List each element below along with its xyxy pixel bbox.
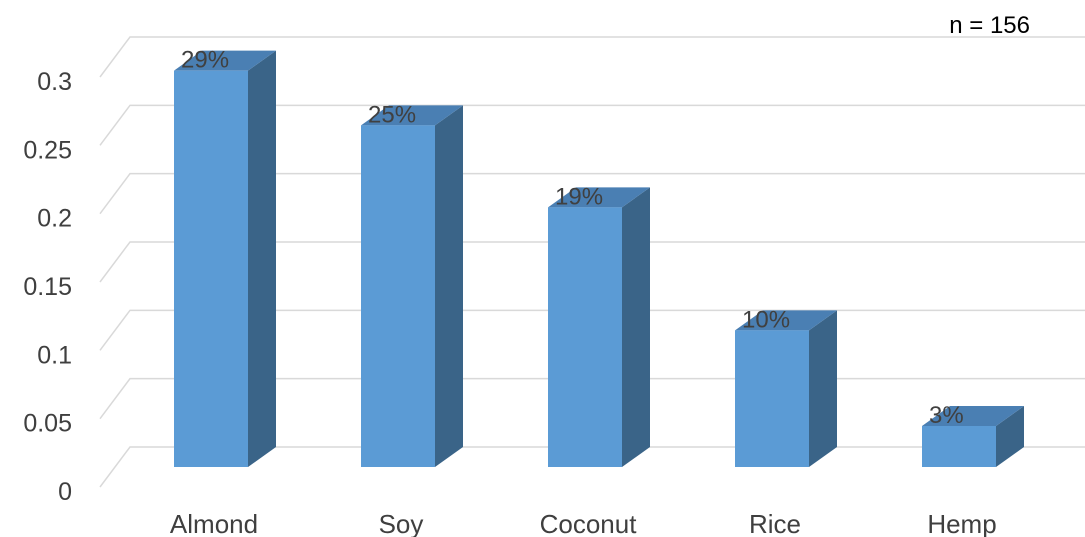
y-tick-label: 0.15 — [23, 273, 72, 301]
y-tick-label: 0.05 — [23, 410, 72, 438]
bar-front-face — [174, 70, 248, 468]
y-tick-label: 0.25 — [23, 136, 72, 164]
bar-top-face — [361, 105, 463, 126]
gridline — [99, 172, 1085, 215]
x-category-label: Soy — [379, 509, 424, 537]
bar-front-face — [735, 330, 809, 467]
bar — [174, 50, 276, 468]
data-label: 19% — [555, 183, 603, 210]
bar-front-face — [922, 426, 996, 467]
x-category-label: Rice — [749, 509, 801, 537]
bar-side-face — [435, 105, 463, 467]
bars — [174, 50, 1024, 468]
data-label: 25% — [368, 101, 416, 128]
bar — [735, 310, 837, 467]
bar-side-face — [622, 187, 650, 468]
y-tick-label: 0 — [58, 478, 72, 506]
x-category-label: Almond — [170, 509, 258, 537]
bar — [548, 187, 650, 468]
x-axis-category-labels: Almond Soy Coconut Rice Hemp — [170, 509, 997, 537]
bar-front-face — [548, 207, 622, 468]
gridlines — [99, 36, 1085, 488]
gridline — [99, 241, 1085, 283]
bar — [361, 105, 463, 467]
x-category-label: Hemp — [927, 509, 996, 537]
data-label: 3% — [929, 402, 964, 429]
bar-side-face — [996, 406, 1024, 467]
bar-top-face — [548, 187, 650, 208]
data-labels: 29% 25% 19% 10% 3% — [181, 47, 964, 429]
gridline — [99, 36, 1085, 78]
y-tick-label: 0.3 — [37, 68, 72, 96]
y-tick-label: 0.2 — [37, 205, 72, 233]
bar-side-face — [248, 50, 276, 468]
sample-size-annotation: n = 156 — [949, 12, 1030, 39]
bar-top-face — [922, 406, 1024, 426]
data-label: 29% — [181, 47, 229, 74]
bar-top-face — [174, 50, 276, 71]
bar — [922, 406, 1024, 467]
bar-front-face — [361, 125, 435, 467]
y-tick-label: 0.1 — [37, 341, 72, 369]
y-axis-tick-labels: 0 0.05 0.1 0.15 0.2 0.25 0.3 — [23, 68, 72, 506]
gridline — [99, 104, 1085, 146]
x-category-label: Coconut — [540, 509, 638, 537]
bar-top-face — [735, 310, 837, 331]
data-label: 10% — [742, 306, 790, 333]
bar-side-face — [809, 310, 837, 467]
